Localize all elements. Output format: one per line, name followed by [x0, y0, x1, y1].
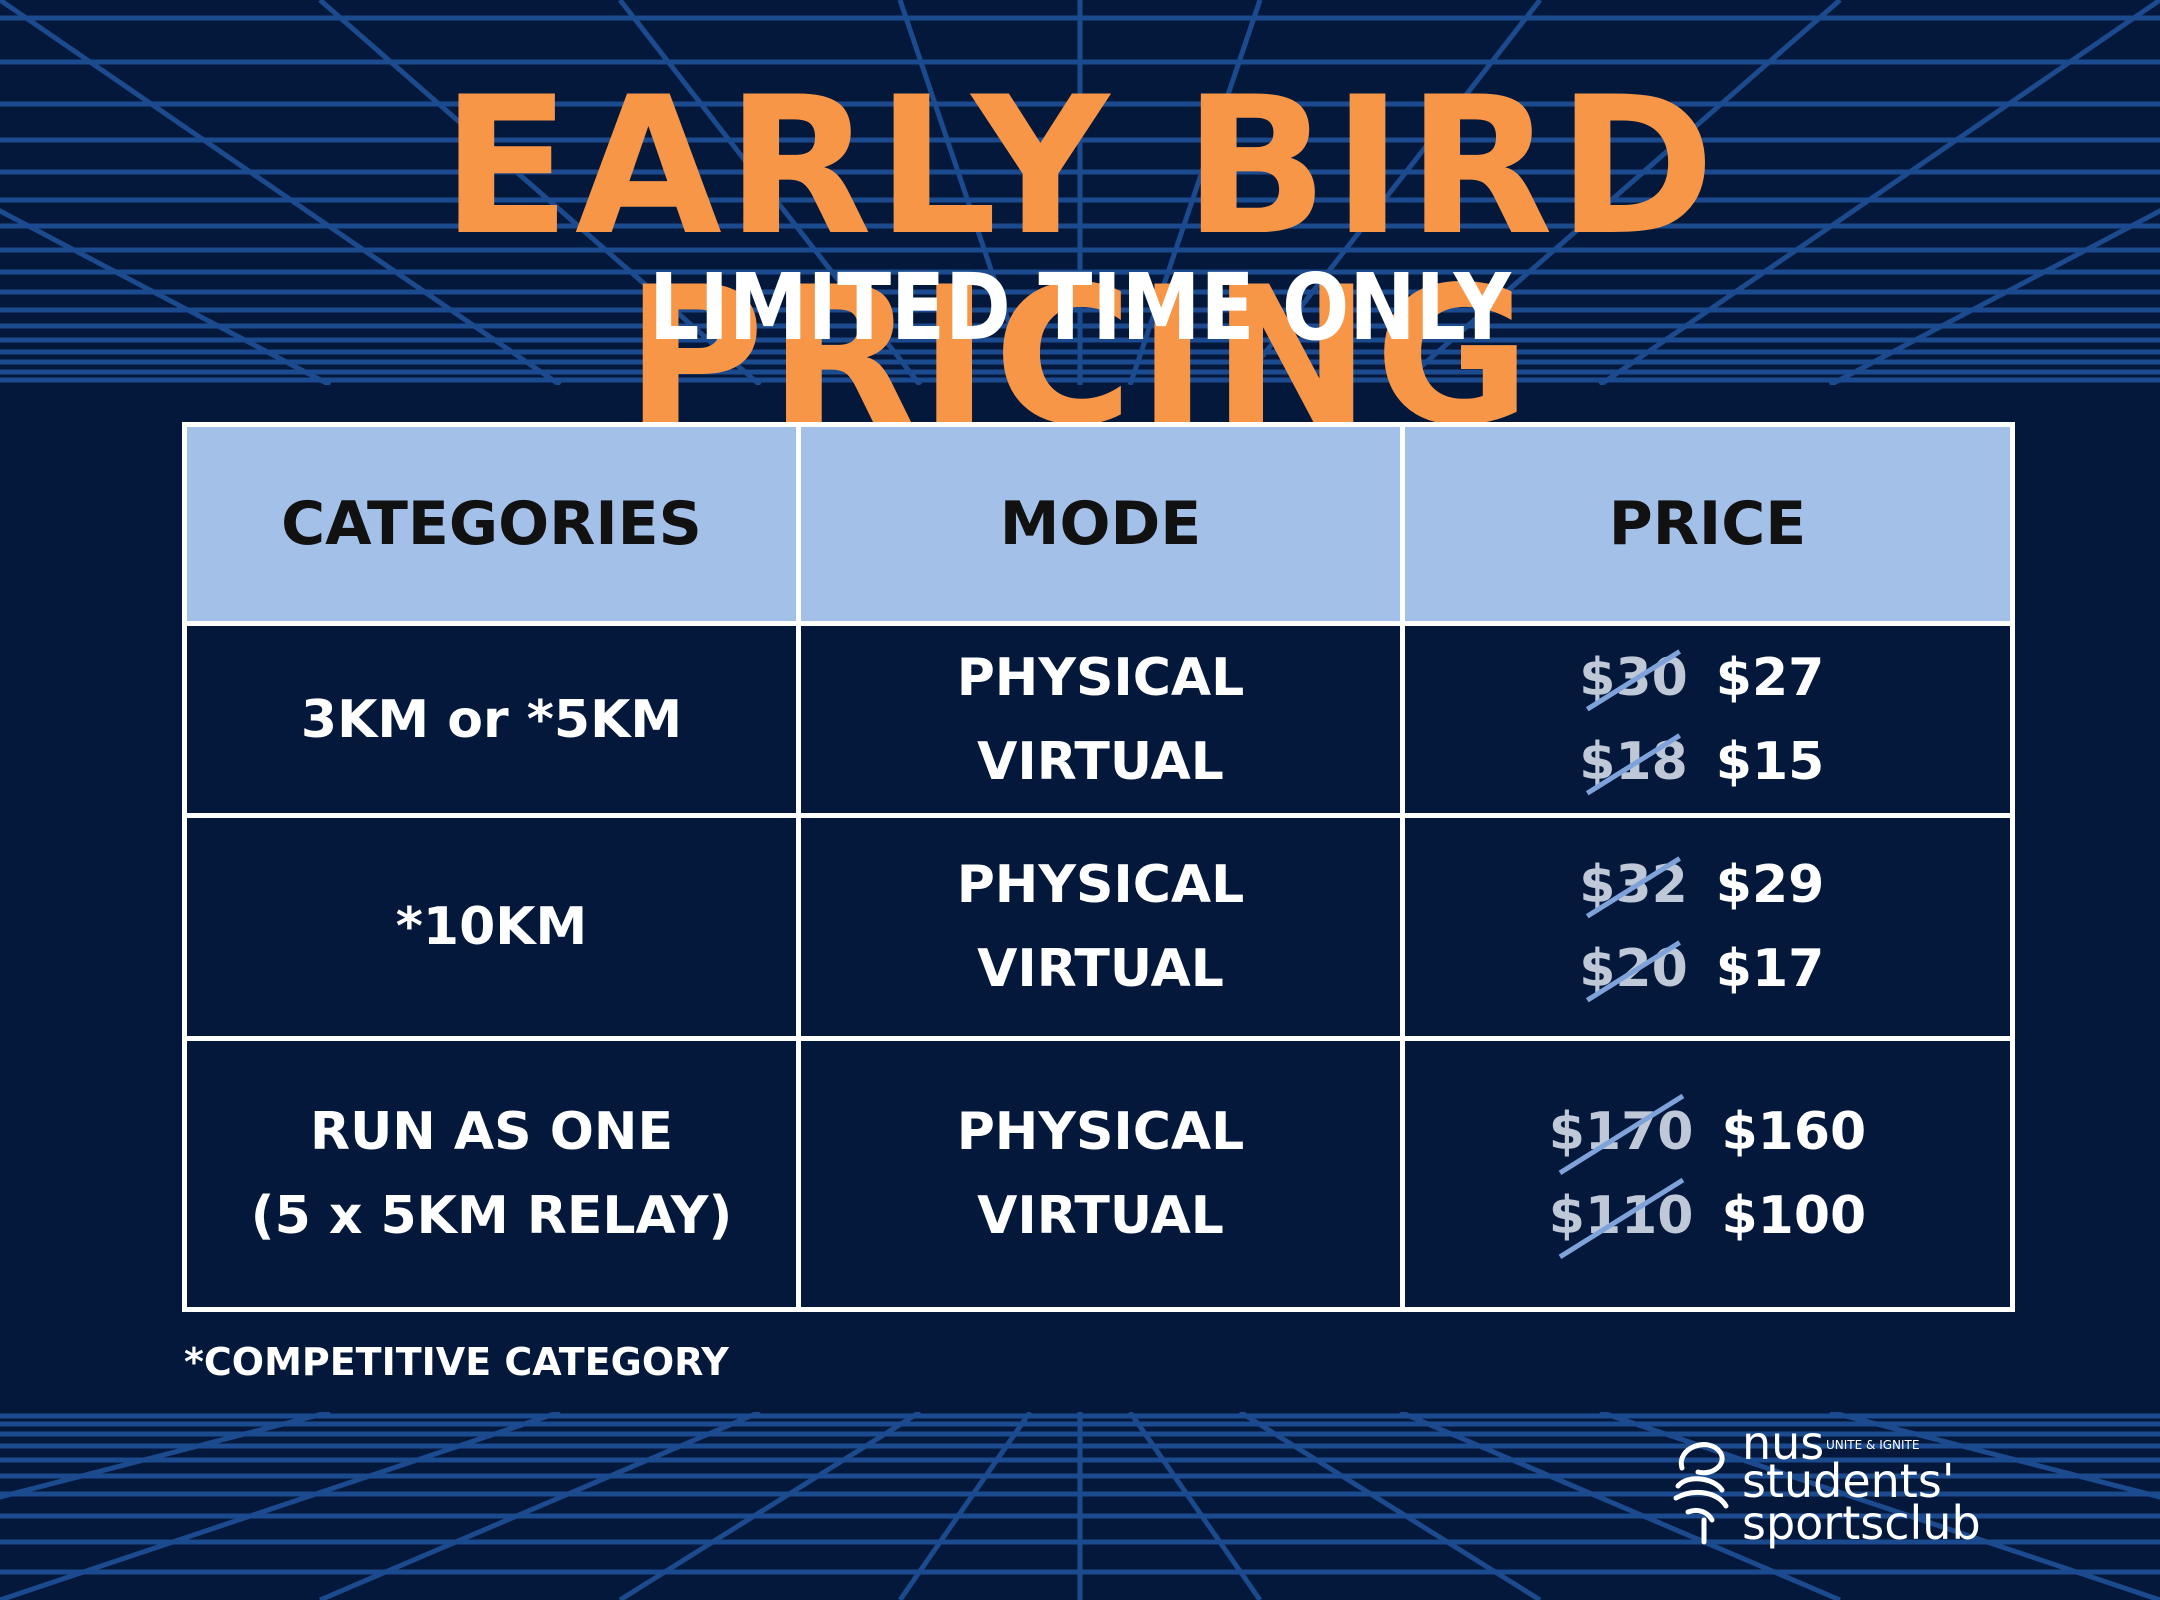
price-cell: $170 $160 $110 $100 [1400, 1035, 2015, 1313]
table-header-row: CATEGORIES MODE PRICE [182, 421, 2015, 627]
mode-physical: PHYSICAL [956, 1101, 1245, 1162]
nus-ssc-logo: nus UNITE & IGNITE students' sportsclub [1668, 1420, 2008, 1550]
price-cell: $30 $27 $18 $15 [1400, 621, 2015, 819]
price-line-physical: $30 $27 [1405, 636, 2010, 720]
mode-cell: PHYSICAL VIRTUAL [796, 621, 1405, 819]
price-line-virtual: $18 $15 [1405, 720, 2010, 804]
old-price: $20 [1579, 927, 1688, 1011]
mode-virtual: VIRTUAL [977, 731, 1224, 792]
price-line-virtual: $20 $17 [1405, 927, 2010, 1011]
table-row: RUN AS ONE (5 x 5KM RELAY) PHYSICAL VIRT… [182, 1035, 2015, 1313]
price-line-virtual: $110 $100 [1405, 1174, 2010, 1258]
logo-text-students: students' [1742, 1454, 1955, 1508]
category-sublabel: (5 x 5KM RELAY) [250, 1185, 733, 1246]
category-label: RUN AS ONE [310, 1101, 673, 1162]
mode-virtual: VIRTUAL [977, 939, 1224, 1000]
price-line-physical: $32 $29 [1405, 843, 2010, 927]
page-title: EARLY BIRD PRICING [441, 56, 1719, 467]
price-line-physical: $170 $160 [1405, 1090, 2010, 1174]
old-price: $110 [1549, 1174, 1694, 1258]
logo-text-sportsclub: sportsclub [1742, 1496, 1981, 1550]
column-header-mode: MODE [796, 421, 1405, 627]
price-cell: $32 $29 $20 $17 [1400, 813, 2015, 1041]
category-label: 3KM or *5KM [300, 689, 683, 750]
mode-cell: PHYSICAL VIRTUAL [796, 1035, 1405, 1313]
logo-tagline: UNITE & IGNITE [1826, 1438, 1920, 1452]
mode-cell: PHYSICAL VIRTUAL [796, 813, 1405, 1041]
old-price: $30 [1579, 636, 1688, 720]
old-price: $32 [1579, 843, 1688, 927]
category-cell: RUN AS ONE (5 x 5KM RELAY) [182, 1035, 801, 1313]
mode-virtual: VIRTUAL [977, 1185, 1224, 1246]
category-label: *10KM [395, 897, 588, 958]
table-row: *10KM PHYSICAL VIRTUAL $32 $29 $20 $17 [182, 813, 2015, 1041]
page-subtitle: LIMITED TIME ONLY [649, 254, 1511, 361]
pricing-table: CATEGORIES MODE PRICE 3KM or *5KM PHYSIC… [182, 421, 2015, 1313]
column-header-categories: CATEGORIES [182, 421, 801, 627]
table-row: 3KM or *5KM PHYSICAL VIRTUAL $30 $27 $18 $… [182, 621, 2015, 819]
new-price: $27 [1715, 647, 1825, 708]
new-price: $160 [1721, 1101, 1867, 1162]
old-price: $170 [1549, 1090, 1694, 1174]
mode-physical: PHYSICAL [956, 855, 1245, 916]
old-price: $18 [1579, 720, 1688, 804]
column-header-price: PRICE [1400, 421, 2015, 627]
category-cell: *10KM [182, 813, 801, 1041]
footnote: *COMPETITIVE CATEGORY [184, 1340, 729, 1384]
logo-text-nus: nus [1742, 1416, 1825, 1470]
new-price: $15 [1715, 731, 1825, 792]
new-price: $100 [1721, 1185, 1867, 1246]
new-price: $17 [1715, 939, 1825, 1000]
nus-ssc-emblem-icon [1673, 1442, 1729, 1545]
category-cell: 3KM or *5KM [182, 621, 801, 819]
new-price: $29 [1715, 855, 1825, 916]
mode-physical: PHYSICAL [956, 647, 1245, 708]
